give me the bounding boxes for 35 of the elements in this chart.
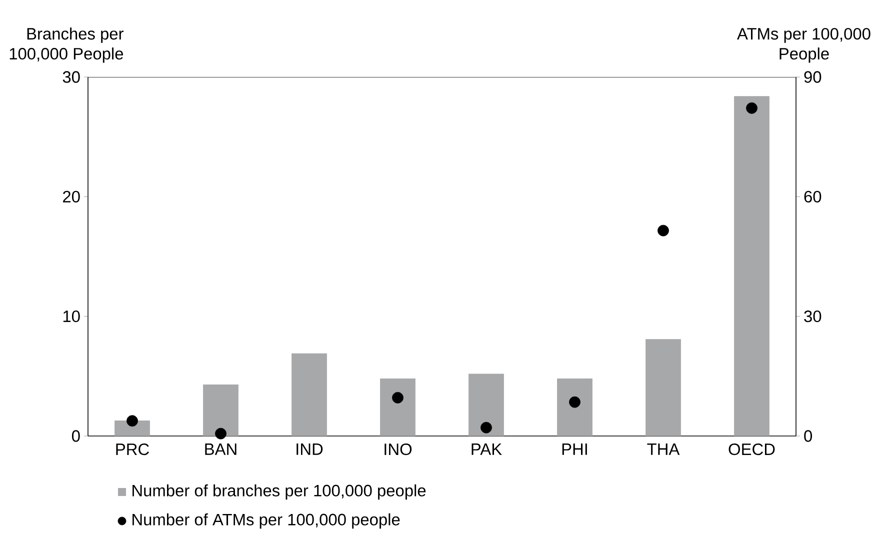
bar [734,96,770,436]
bar [646,339,681,436]
y-tick-label: 20 [63,190,80,202]
legend-label: Number of branches per 100,000 people [132,484,426,500]
legend-label: Number of ATMs per 100,000 people [132,513,400,529]
point [658,224,669,236]
x-tick-label: BAN [205,444,236,455]
x-tick-label: INO [384,444,412,456]
x-tick-label: OECD [728,444,775,456]
bar [380,378,416,436]
bar [203,384,238,436]
y-tick-label: 30 [62,71,80,83]
bar [557,378,592,436]
point [392,392,404,404]
y2-tick-label: 0 [804,430,812,442]
point [746,102,758,114]
y2-tick-label: 30 [804,310,822,322]
bar [114,420,150,436]
x-tick-label: THA [647,444,680,455]
x-tick-label: PRC [116,444,149,456]
point [480,422,492,434]
x-tick-label: IND [296,444,323,455]
y-tick-label: 10 [63,310,80,322]
point [569,396,580,408]
y-axis-title: Branches per 100,000 People [10,28,124,63]
y-tick-label: 0 [72,430,80,442]
y2-tick-label: 90 [804,71,822,83]
point [126,415,138,427]
y2-axis-title: ATMs per 100,000 People [737,28,870,63]
point [215,428,226,440]
bar [292,353,327,436]
bar [468,374,504,436]
x-tick-label: PHI [562,444,587,455]
x-tick-label: PAK [472,444,502,455]
y2-tick-label: 60 [804,190,822,202]
